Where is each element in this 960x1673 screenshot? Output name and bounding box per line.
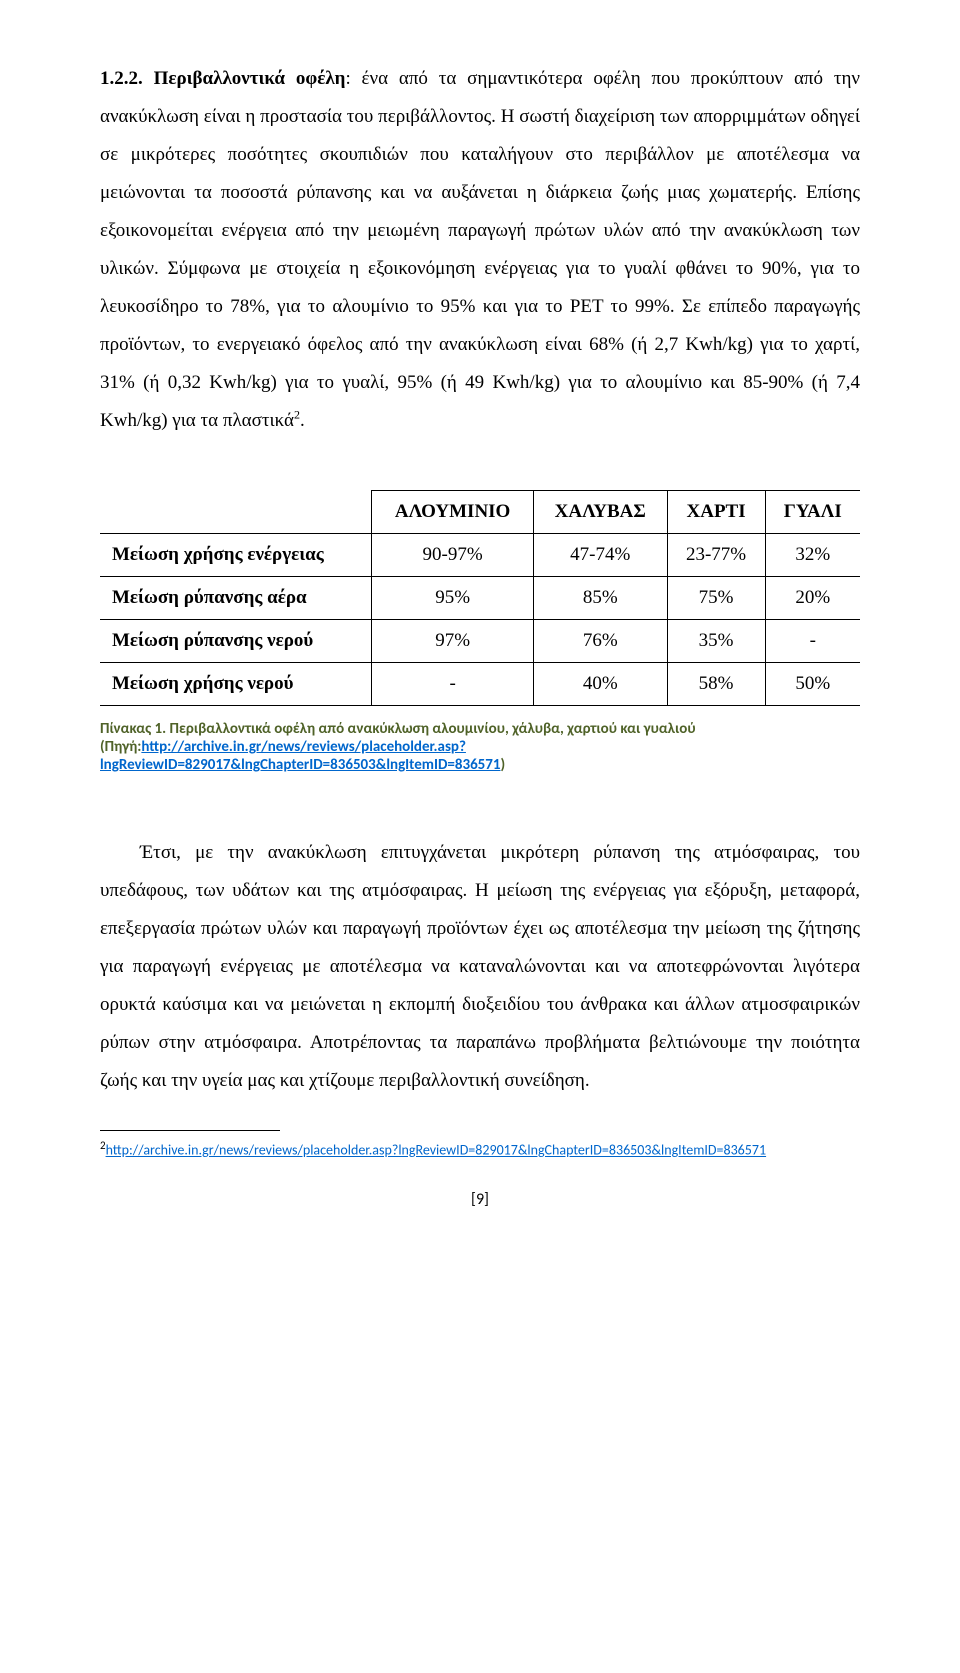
section-title: Περιβαλλοντικά οφέλη bbox=[154, 68, 346, 89]
cell: 76% bbox=[533, 620, 667, 663]
footnote: 2http://archive.in.gr/news/reviews/place… bbox=[100, 1139, 860, 1160]
table-row: Μείωση ρύπανσης νερού 97% 76% 35% - bbox=[100, 620, 860, 663]
footnote-separator bbox=[100, 1130, 280, 1131]
table-header: ΑΛΟΥΜΙΝΙΟ ΧΑΛΥΒΑΣ ΧΑΡΤΙ ΓΥΑΛΙ bbox=[100, 491, 860, 534]
cell: 35% bbox=[667, 620, 765, 663]
cell: 90-97% bbox=[372, 534, 534, 577]
document-page: 1.2.2. Περιβαλλοντικά οφέλη: ένα από τα … bbox=[0, 0, 960, 1249]
table-row: Μείωση χρήσης νερού - 40% 58% 50% bbox=[100, 663, 860, 706]
col-header: ΑΛΟΥΜΙΝΙΟ bbox=[372, 491, 534, 534]
caption-text: Πίνακας 1. Περιβαλλοντικά οφέλη από ανακ… bbox=[100, 720, 696, 738]
caption-source-link[interactable]: http://archive.in.gr/news/reviews/placeh… bbox=[100, 738, 501, 774]
table-corner-cell bbox=[100, 491, 372, 534]
col-header: ΧΑΛΥΒΑΣ bbox=[533, 491, 667, 534]
footnote-link[interactable]: http://archive.in.gr/news/reviews/placeh… bbox=[106, 1142, 767, 1159]
cell: 32% bbox=[765, 534, 860, 577]
table-row: Μείωση χρήσης ενέργειας 90-97% 47-74% 23… bbox=[100, 534, 860, 577]
table-header-row: ΑΛΟΥΜΙΝΙΟ ΧΑΛΥΒΑΣ ΧΑΡΤΙ ΓΥΑΛΙ bbox=[100, 491, 860, 534]
section-body-text: : ένα από τα σημαντικότερα οφέλη που προ… bbox=[100, 68, 860, 431]
table-body: Μείωση χρήσης ενέργειας 90-97% 47-74% 23… bbox=[100, 534, 860, 706]
row-label: Μείωση χρήσης νερού bbox=[100, 663, 372, 706]
cell: - bbox=[372, 663, 534, 706]
cell: 23-77% bbox=[667, 534, 765, 577]
cell: 47-74% bbox=[533, 534, 667, 577]
cell: 75% bbox=[667, 577, 765, 620]
cell: 97% bbox=[372, 620, 534, 663]
col-header: ΓΥΑΛΙ bbox=[765, 491, 860, 534]
cell: 85% bbox=[533, 577, 667, 620]
page-number: [9] bbox=[100, 1190, 860, 1209]
concluding-paragraph: Έτσι, με την ανακύκλωση επιτυγχάνεται μι… bbox=[100, 834, 860, 1100]
section-paragraph: 1.2.2. Περιβαλλοντικά οφέλη: ένα από τα … bbox=[100, 60, 860, 440]
row-label: Μείωση χρήσης ενέργειας bbox=[100, 534, 372, 577]
section-number: 1.2.2. bbox=[100, 68, 143, 89]
col-header: ΧΑΡΤΙ bbox=[667, 491, 765, 534]
period: . bbox=[300, 410, 305, 431]
caption-source-label: (Πηγή: bbox=[100, 738, 141, 756]
cell: 20% bbox=[765, 577, 860, 620]
row-label: Μείωση ρύπανσης αέρα bbox=[100, 577, 372, 620]
cell: 50% bbox=[765, 663, 860, 706]
cell: 40% bbox=[533, 663, 667, 706]
cell: 95% bbox=[372, 577, 534, 620]
cell: - bbox=[765, 620, 860, 663]
caption-close: ) bbox=[501, 756, 506, 774]
table-caption: Πίνακας 1. Περιβαλλοντικά οφέλη από ανακ… bbox=[100, 720, 860, 774]
benefits-table: ΑΛΟΥΜΙΝΙΟ ΧΑΛΥΒΑΣ ΧΑΡΤΙ ΓΥΑΛΙ Μείωση χρή… bbox=[100, 490, 860, 706]
row-label: Μείωση ρύπανσης νερού bbox=[100, 620, 372, 663]
cell: 58% bbox=[667, 663, 765, 706]
table-row: Μείωση ρύπανσης αέρα 95% 85% 75% 20% bbox=[100, 577, 860, 620]
